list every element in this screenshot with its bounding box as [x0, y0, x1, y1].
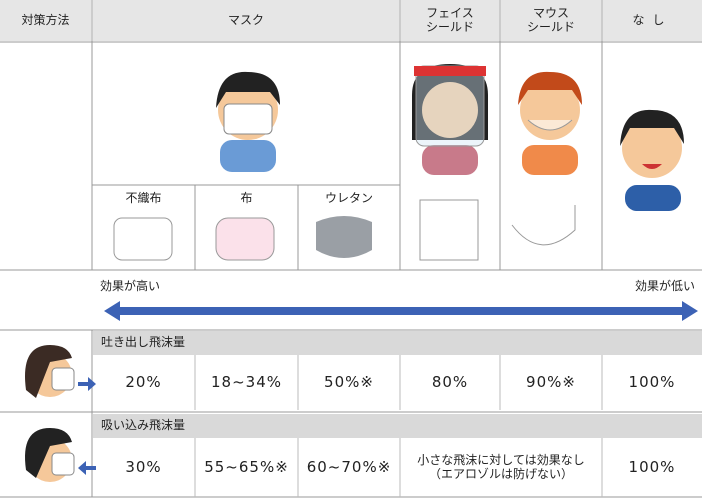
header-cell: フェイス シールド	[401, 0, 499, 41]
cell: 20%	[125, 372, 162, 391]
effect-high: 効果が高い	[100, 279, 161, 294]
header-cell: マスク	[93, 0, 399, 41]
cell: 30%	[125, 457, 162, 476]
cell: 60~70%※	[306, 457, 392, 476]
header-cell: なし	[603, 0, 702, 41]
cell: 小さな飛沫に対しては効果なし （エアロゾルは防げない）	[417, 452, 585, 481]
cell: 100%	[628, 457, 676, 476]
cell: 18~34%	[211, 372, 282, 391]
cell: 100%	[628, 372, 676, 391]
cell: 80%	[431, 372, 469, 391]
cell: 55~65%※	[204, 457, 289, 476]
header-cell: マウス シールド	[501, 0, 601, 41]
cell: 90%※	[526, 372, 576, 391]
row-label: 吐き出し飛沫量	[93, 331, 702, 355]
mask-type: 布	[240, 191, 253, 206]
effect-low: 効果が低い	[634, 279, 695, 294]
mask-type: ウレタン	[324, 191, 373, 206]
mask-type: 不織布	[125, 191, 162, 206]
header-cell: 対策方法	[0, 0, 91, 41]
cell: 50%※	[324, 372, 374, 391]
row-label: 吸い込み飛沫量	[93, 414, 702, 438]
